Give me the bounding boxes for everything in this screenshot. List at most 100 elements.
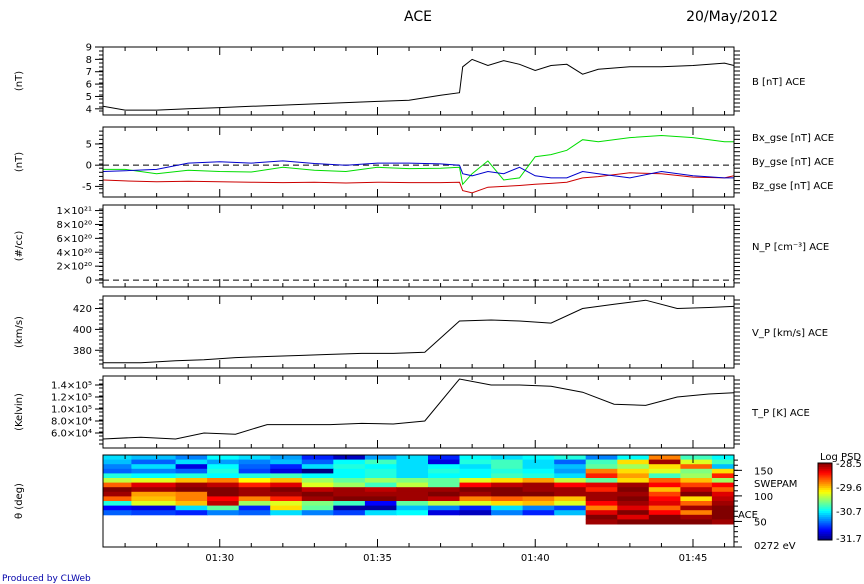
series-legend-label: B [nT] ACE <box>752 77 805 88</box>
heatmap-cell <box>522 482 555 488</box>
heatmap-cell <box>648 496 681 502</box>
heatmap-cell <box>238 505 271 511</box>
panel-ylabel: (#/cc) <box>14 231 25 262</box>
heatmap-cell <box>396 464 429 470</box>
heatmap-cell <box>270 510 303 516</box>
colorbar-segment <box>818 466 832 470</box>
heatmap-cell <box>301 501 334 507</box>
heatmap-cell <box>648 519 681 525</box>
y-tick-label: 6×10²⁰ <box>57 234 92 245</box>
heatmap-cell <box>585 519 618 525</box>
heatmap-cell <box>711 510 735 516</box>
panel-3: (#/cc) 1×10²¹ 8×10²⁰ 6×10²⁰ 4×10²⁰ 2×10²⁰ 0 N_P… <box>14 204 829 288</box>
heatmap-cell <box>648 478 681 484</box>
heatmap-cell <box>175 496 208 502</box>
heatmap-cell <box>207 487 240 493</box>
series-line <box>103 160 734 179</box>
heatmap-cell <box>333 501 366 507</box>
heatmap-cell <box>238 510 271 516</box>
heatmap-cell <box>131 482 177 488</box>
y-tick-label: 50 <box>754 517 767 528</box>
colorbar-segment <box>818 486 832 489</box>
y-tick-label: 5 <box>86 92 92 103</box>
heatmap-cell <box>207 505 240 511</box>
colorbar-segment <box>818 503 832 506</box>
series-legend-label: T_P [K] ACE <box>751 408 810 419</box>
heatmap-cell <box>364 468 397 474</box>
series-line <box>103 134 734 186</box>
heatmap-cell <box>648 487 681 493</box>
series-legend-label: Bz_gse [nT] ACE <box>752 181 833 192</box>
heatmap-cell <box>238 482 271 488</box>
heatmap-cell <box>301 455 334 461</box>
heatmap-cell <box>554 487 587 493</box>
heatmap-cell <box>428 487 460 493</box>
heatmap-cell <box>301 496 334 502</box>
colorbar-segment <box>818 468 832 472</box>
heatmap-cell <box>680 514 713 520</box>
heatmap-cell <box>428 459 460 465</box>
heatmap-cell <box>270 455 303 461</box>
y-tick-label: 9 <box>86 43 92 54</box>
heatmap-cell <box>428 496 460 502</box>
heatmap-cell <box>333 468 366 474</box>
heatmap-cell <box>648 491 681 497</box>
y-tick-label: 0 <box>86 276 92 287</box>
heatmap-cell <box>428 505 460 511</box>
heatmap-cell <box>648 455 681 461</box>
heatmap-cell <box>175 505 208 511</box>
heatmap-cell <box>680 478 713 484</box>
heatmap-cell <box>680 519 713 525</box>
heatmap-cell <box>364 510 397 516</box>
heatmap-cell <box>103 478 132 484</box>
panel-ylabel: (nT) <box>14 71 25 91</box>
heatmap-cell <box>617 459 650 465</box>
heatmap-cell <box>238 487 271 493</box>
heatmap-cell <box>585 491 618 497</box>
heatmap-cell <box>648 482 681 488</box>
heatmap-cell <box>396 455 429 461</box>
heatmap-cell <box>270 501 303 507</box>
x-tick-label: 01:30 <box>205 553 234 564</box>
colorbar-segment <box>818 515 832 518</box>
y-tick-label: 6 <box>86 80 92 91</box>
colorbar-segment <box>818 532 832 535</box>
figure-title: ACE <box>404 9 432 25</box>
heatmap-cell <box>270 478 303 484</box>
heatmap-cell <box>522 487 555 493</box>
heatmap-cell <box>711 487 735 493</box>
heatmap-cell <box>333 505 366 511</box>
heatmap-cell <box>491 473 524 479</box>
heatmap-cell <box>103 491 132 497</box>
panel-frame <box>102 204 735 288</box>
heatmap-cell <box>396 501 429 507</box>
credit-footer: Produced by CLWeb <box>2 574 91 584</box>
heatmap-cell <box>617 514 650 520</box>
series-line <box>103 299 734 364</box>
heatmap-cell <box>522 464 555 470</box>
heatmap-cell <box>585 487 618 493</box>
colorbar-segment <box>818 518 832 522</box>
heatmap-cell <box>711 455 735 461</box>
heatmap-cell <box>396 468 429 474</box>
heatmap-cell <box>207 496 240 502</box>
heatmap-cell <box>648 510 681 516</box>
heatmap-cell <box>491 482 524 488</box>
heatmap-cell <box>175 468 208 474</box>
series-legend-label: V_P [km/s] ACE <box>752 328 828 339</box>
heatmap-cell <box>207 459 240 465</box>
heatmap-cell <box>585 510 618 516</box>
y-tick-label: 8×10²⁰ <box>57 220 92 231</box>
heatmap-cell <box>585 478 618 484</box>
heatmap-cell <box>459 482 492 488</box>
heatmap-cell <box>270 487 303 493</box>
heatmap-cell <box>585 459 618 465</box>
y-tick-label: 6.0×10⁴ <box>51 429 92 440</box>
y-tick-label: 4 <box>86 104 92 115</box>
heatmap-cell <box>554 478 587 484</box>
heatmap-cell <box>680 464 713 470</box>
colorbar-segment <box>818 491 832 495</box>
y-tick-label: 0272 eV <box>754 541 796 552</box>
heatmap-cell <box>680 468 713 474</box>
heatmap-cell <box>554 501 587 507</box>
